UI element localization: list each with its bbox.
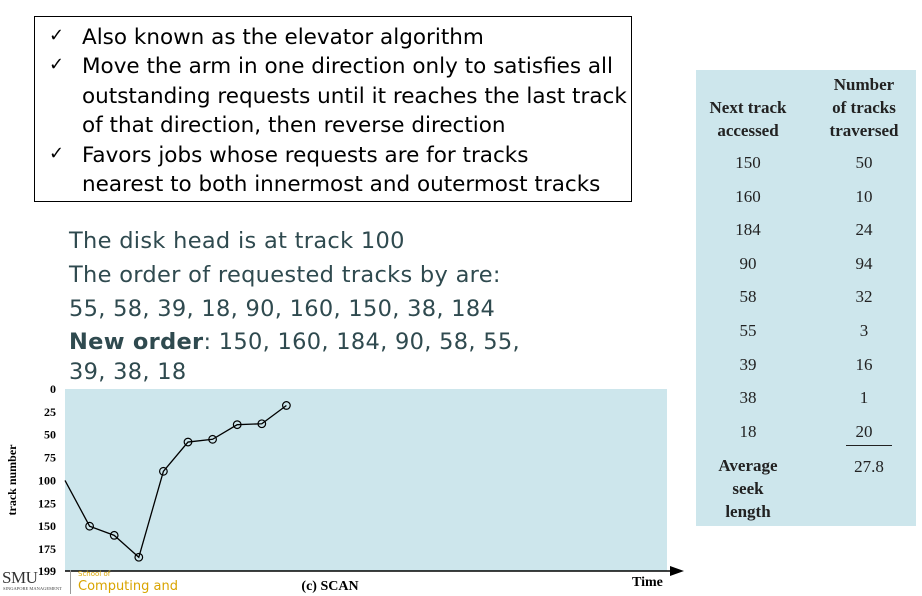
school-name: Computing and [78, 579, 178, 594]
next-track-cell: 38 [739, 388, 757, 408]
smu-logo-subtitle: SINGAPORE MANAGEMENT [3, 586, 62, 591]
intro-request-label: The order of requested tracks by are: [69, 262, 501, 288]
col-header-line: Next track [709, 98, 787, 117]
col-header-line: of tracks [832, 98, 896, 117]
data-point [183, 437, 193, 447]
new-order-continued: 39, 38, 18 [69, 359, 187, 385]
data-point [208, 434, 218, 444]
new-order-values: : 150, 160, 184, 90, 58, 55, [203, 329, 520, 355]
footer-divider [70, 570, 71, 594]
next-track-cell: 184 [735, 220, 761, 240]
scan-chart: 0 25 50 75 100 125 150 175 199 track number Time (c… [5, 382, 684, 594]
y-tick-label: 50 [44, 428, 56, 442]
check-icon: ✓ [49, 25, 65, 46]
data-point [158, 466, 168, 476]
x-axis-arrow [670, 566, 684, 576]
data-point [282, 401, 291, 410]
next-track-cell: 90 [739, 253, 757, 273]
tracks-traversed-cell: 94 [855, 253, 873, 273]
seek-table: Next track accessed Number of tracks tra… [696, 70, 916, 526]
tracks-traversed-cell: 1 [859, 388, 869, 408]
col-header-tracks-traversed: Number of tracks traversed [812, 73, 916, 142]
next-track-cell: 160 [735, 186, 761, 206]
tracks-traversed-cell: 50 [855, 153, 873, 172]
tracks-traversed-cell: 20 [855, 421, 873, 441]
y-axis-title: track number [5, 444, 19, 516]
y-tick-label: 125 [38, 496, 56, 510]
average-seek-label: Average seek length [696, 454, 800, 523]
col-header-line: Number [833, 75, 895, 94]
avg-label-line: seek [732, 479, 764, 498]
y-tick-label: 25 [44, 405, 56, 419]
intro-request-list: 55, 58, 39, 18, 90, 160, 150, 38, 184 [69, 296, 496, 322]
tracks-traversed-cell: 10 [855, 186, 873, 206]
tracks-traversed-cell: 24 [855, 220, 873, 240]
check-icon: ✓ [49, 54, 65, 75]
bullet-text: Favors jobs whose requests are for track… [82, 143, 529, 168]
new-order-line: New order: 150, 160, 184, 90, 58, 55, [69, 327, 520, 357]
next-track-cell: 150 [735, 153, 761, 172]
col-header-line: traversed [829, 121, 899, 140]
chart-title: (c) SCAN [301, 579, 358, 594]
series-line [64, 404, 287, 559]
next-track-cell: 58 [739, 287, 757, 307]
school-of-label: School of [78, 570, 111, 578]
new-order-label: New order [69, 329, 204, 355]
y-tick-label: 0 [50, 382, 56, 396]
y-tick-label: 175 [38, 542, 56, 556]
avg-label-line: length [725, 502, 771, 521]
data-point [134, 552, 144, 562]
avg-label-line: Average [718, 456, 778, 475]
average-seek-value: 27.8 [854, 457, 884, 476]
next-track-cell: 55 [739, 321, 757, 340]
y-tick-label: 150 [38, 519, 56, 533]
tracks-traversed-cell: 32 [855, 287, 873, 307]
definition-box: ✓ Also known as the elevator algorithm ✓… [34, 16, 632, 202]
sum-divider [846, 445, 892, 446]
intro-head-position: The disk head is at track 100 [69, 228, 405, 254]
data-point [85, 521, 94, 531]
data-point [109, 530, 119, 540]
next-track-cell: 39 [739, 354, 757, 374]
tracks-traversed-cell: 16 [855, 354, 873, 374]
check-icon: ✓ [49, 143, 65, 164]
y-tick-label: 199 [38, 564, 56, 578]
bullet-text: Also known as the elevator algorithm [82, 25, 484, 50]
data-point [232, 420, 242, 430]
col-header-line: accessed [717, 121, 779, 140]
tracks-traversed-cell: 3 [859, 321, 869, 340]
smu-logo: SMU [2, 568, 38, 587]
next-track-cell: 18 [739, 421, 757, 441]
y-tick-label: 75 [44, 451, 56, 465]
bullet-text: Move the arm in one direction only to sa… [82, 54, 613, 79]
x-axis-title: Time [632, 575, 663, 590]
bullet-text: outstanding requests until it reaches th… [82, 84, 627, 109]
data-point [257, 419, 267, 429]
bullet-text: nearest to both innermost and outermost … [82, 172, 601, 197]
y-tick-label: 100 [38, 473, 56, 487]
bullet-text: of that direction, then reverse directio… [82, 113, 506, 138]
plot-area [65, 389, 667, 571]
col-header-next-track: Next track accessed [696, 96, 800, 142]
